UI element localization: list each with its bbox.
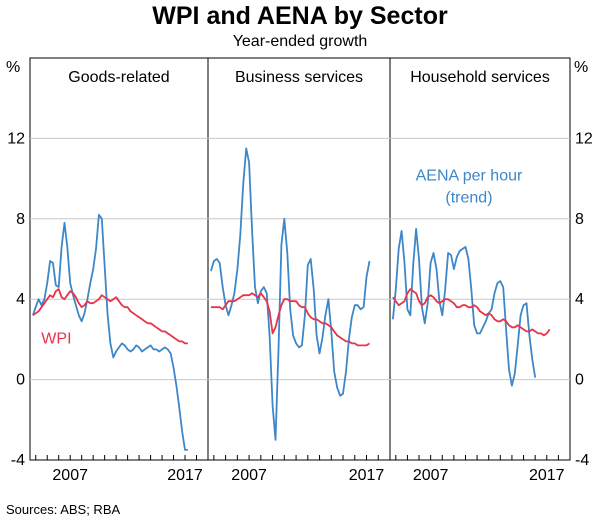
wpi-line-1 [32,288,188,345]
y-tick-label-right: -4 [575,452,589,469]
x-tick-label: 2007 [413,467,449,484]
chart-title: WPI and AENA by Sector [152,2,448,30]
x-tick-label: 2017 [167,467,203,484]
y-tick-label-right: 4 [575,291,584,308]
y-tick-label-left: 4 [16,291,25,308]
x-tick-label: 2017 [529,467,565,484]
y-tick-label-left: 8 [16,211,25,228]
aena-line-2 [210,147,371,441]
y-tick-label-right: 0 [575,372,584,389]
y-axis-unit-right: % [574,59,588,76]
y-tick-label-right: 12 [575,130,593,147]
aena-label-line: AENA per hour [416,168,523,185]
chart-subtitle: Year-ended growth [233,33,368,50]
x-tick-label: 2017 [349,467,385,484]
wpi-label: WPI [41,330,71,347]
aena-label-line: (trend) [445,190,492,207]
y-axis-unit-left: % [6,59,20,76]
plot-frame [29,57,571,461]
y-tick-label-left: -4 [11,452,25,469]
panel-title-household: Household services [410,69,550,86]
y-tick-label-right: 8 [575,211,584,228]
wpi-line-2 [210,292,370,347]
y-tick-label-left: 0 [16,372,25,389]
aena-line-3 [392,228,537,387]
panel-title-business: Business services [235,69,363,86]
x-tick-label: 2007 [52,467,88,484]
y-tick-label-left: 12 [7,130,25,147]
wpi-line-3 [392,288,551,337]
x-tick-label: 2007 [231,467,267,484]
aena-line-1 [32,213,188,451]
source-note: Sources: ABS; RBA [6,502,120,517]
panel-title-goods: Goods-related [68,69,169,86]
